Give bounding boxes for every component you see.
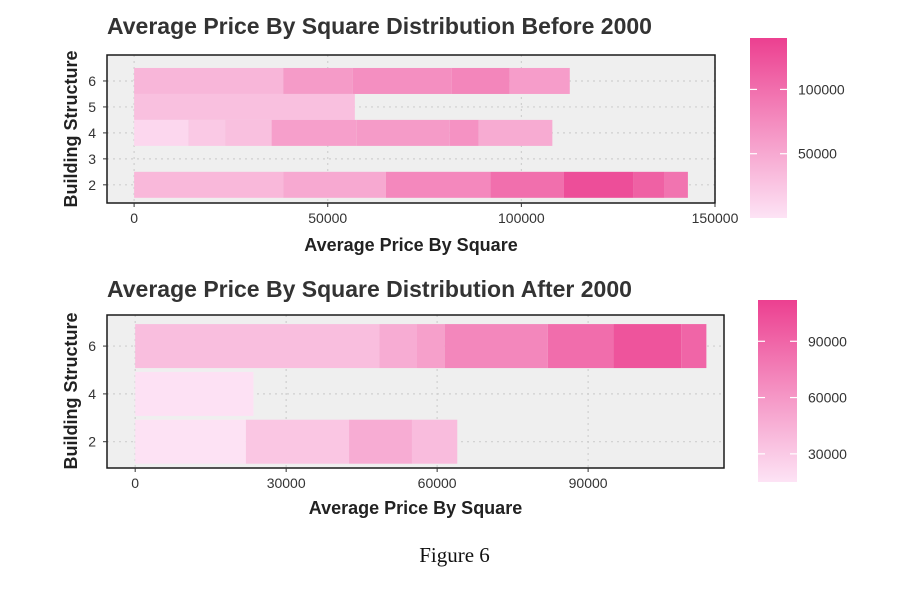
bar-segment-y2-5 xyxy=(633,171,665,198)
bar-segment-y6-2 xyxy=(417,324,445,369)
bar-segment-y2-1 xyxy=(245,419,350,464)
plot-border xyxy=(106,54,716,204)
x-tick-label: 60000 xyxy=(418,475,457,491)
y-tick-label: 2 xyxy=(88,177,96,193)
x-tick-label: 150000 xyxy=(692,210,739,226)
bar-segment-y4-0 xyxy=(135,371,254,416)
x-tick-label: 50000 xyxy=(308,210,347,226)
bar-segment-y2-6 xyxy=(664,171,688,198)
x-axis-title: Average Price By Square xyxy=(304,235,517,255)
bar-segment-y6-2 xyxy=(352,67,452,94)
chart-title: Average Price By Square Distribution Bef… xyxy=(107,13,652,39)
bar-segment-y6-0 xyxy=(135,324,380,369)
legend-tick-label: 30000 xyxy=(808,446,847,462)
bar-segment-y2-0 xyxy=(134,171,284,198)
plot-border xyxy=(106,314,725,469)
bar-segment-y4-5 xyxy=(449,119,479,146)
figure-canvas: Average Price By Square Distribution Bef… xyxy=(61,13,847,518)
bar-segment-y6-4 xyxy=(509,67,570,94)
figure-caption: Figure 6 xyxy=(419,543,490,567)
legend-colorbar xyxy=(750,38,787,218)
bar-segment-y4-6 xyxy=(478,119,553,146)
legend-tick-label: 100000 xyxy=(798,81,845,97)
x-tick-label: 90000 xyxy=(569,475,608,491)
bar-segment-y6-1 xyxy=(379,324,418,369)
x-tick-label: 0 xyxy=(130,210,138,226)
bar-segment-y4-0 xyxy=(134,119,189,146)
bar-segment-y5-0 xyxy=(134,93,355,120)
y-tick-label: 6 xyxy=(88,338,96,354)
legend-tick-label: 90000 xyxy=(808,333,847,349)
bar-segment-y6-6 xyxy=(681,324,707,369)
bar-segment-y4-4 xyxy=(356,119,450,146)
bar-segment-y2-3 xyxy=(411,419,458,464)
bar-segment-y4-1 xyxy=(188,119,226,146)
bar-segment-y2-0 xyxy=(135,419,246,464)
x-axis-title: Average Price By Square xyxy=(309,498,522,518)
bar-segment-y4-3 xyxy=(271,119,357,146)
chart-before-2000: Average Price By Square Distribution Bef… xyxy=(61,13,845,255)
chart-after-2000: Average Price By Square Distribution Aft… xyxy=(61,276,847,518)
y-tick-label: 3 xyxy=(88,151,96,167)
x-tick-label: 0 xyxy=(131,475,139,491)
chart-title: Average Price By Square Distribution Aft… xyxy=(107,276,632,302)
bar-segment-y6-5 xyxy=(613,324,682,369)
legend-colorbar xyxy=(758,300,797,482)
x-tick-label: 30000 xyxy=(267,475,306,491)
y-tick-label: 4 xyxy=(88,386,96,402)
bar-segment-y2-2 xyxy=(385,171,491,198)
y-tick-label: 4 xyxy=(88,125,96,141)
bar-segment-y2-4 xyxy=(563,171,634,198)
bar-segment-y6-1 xyxy=(283,67,353,94)
x-tick-label: 100000 xyxy=(498,210,545,226)
y-axis-title: Building Structure xyxy=(61,51,81,208)
bar-segment-y4-2 xyxy=(225,119,272,146)
y-tick-label: 2 xyxy=(88,434,96,450)
legend-tick-label: 50000 xyxy=(798,146,837,162)
y-tick-label: 5 xyxy=(88,99,96,115)
y-axis-title: Building Structure xyxy=(61,313,81,470)
bar-segment-y2-2 xyxy=(349,419,412,464)
bar-segment-y6-3 xyxy=(451,67,510,94)
bar-segment-y6-3 xyxy=(444,324,548,369)
bar-segment-y6-4 xyxy=(547,324,614,369)
y-tick-label: 6 xyxy=(88,73,96,89)
bar-segment-y6-0 xyxy=(134,67,284,94)
legend-tick-label: 60000 xyxy=(808,390,847,406)
bar-segment-y2-3 xyxy=(490,171,564,198)
bar-segment-y2-1 xyxy=(283,171,386,198)
